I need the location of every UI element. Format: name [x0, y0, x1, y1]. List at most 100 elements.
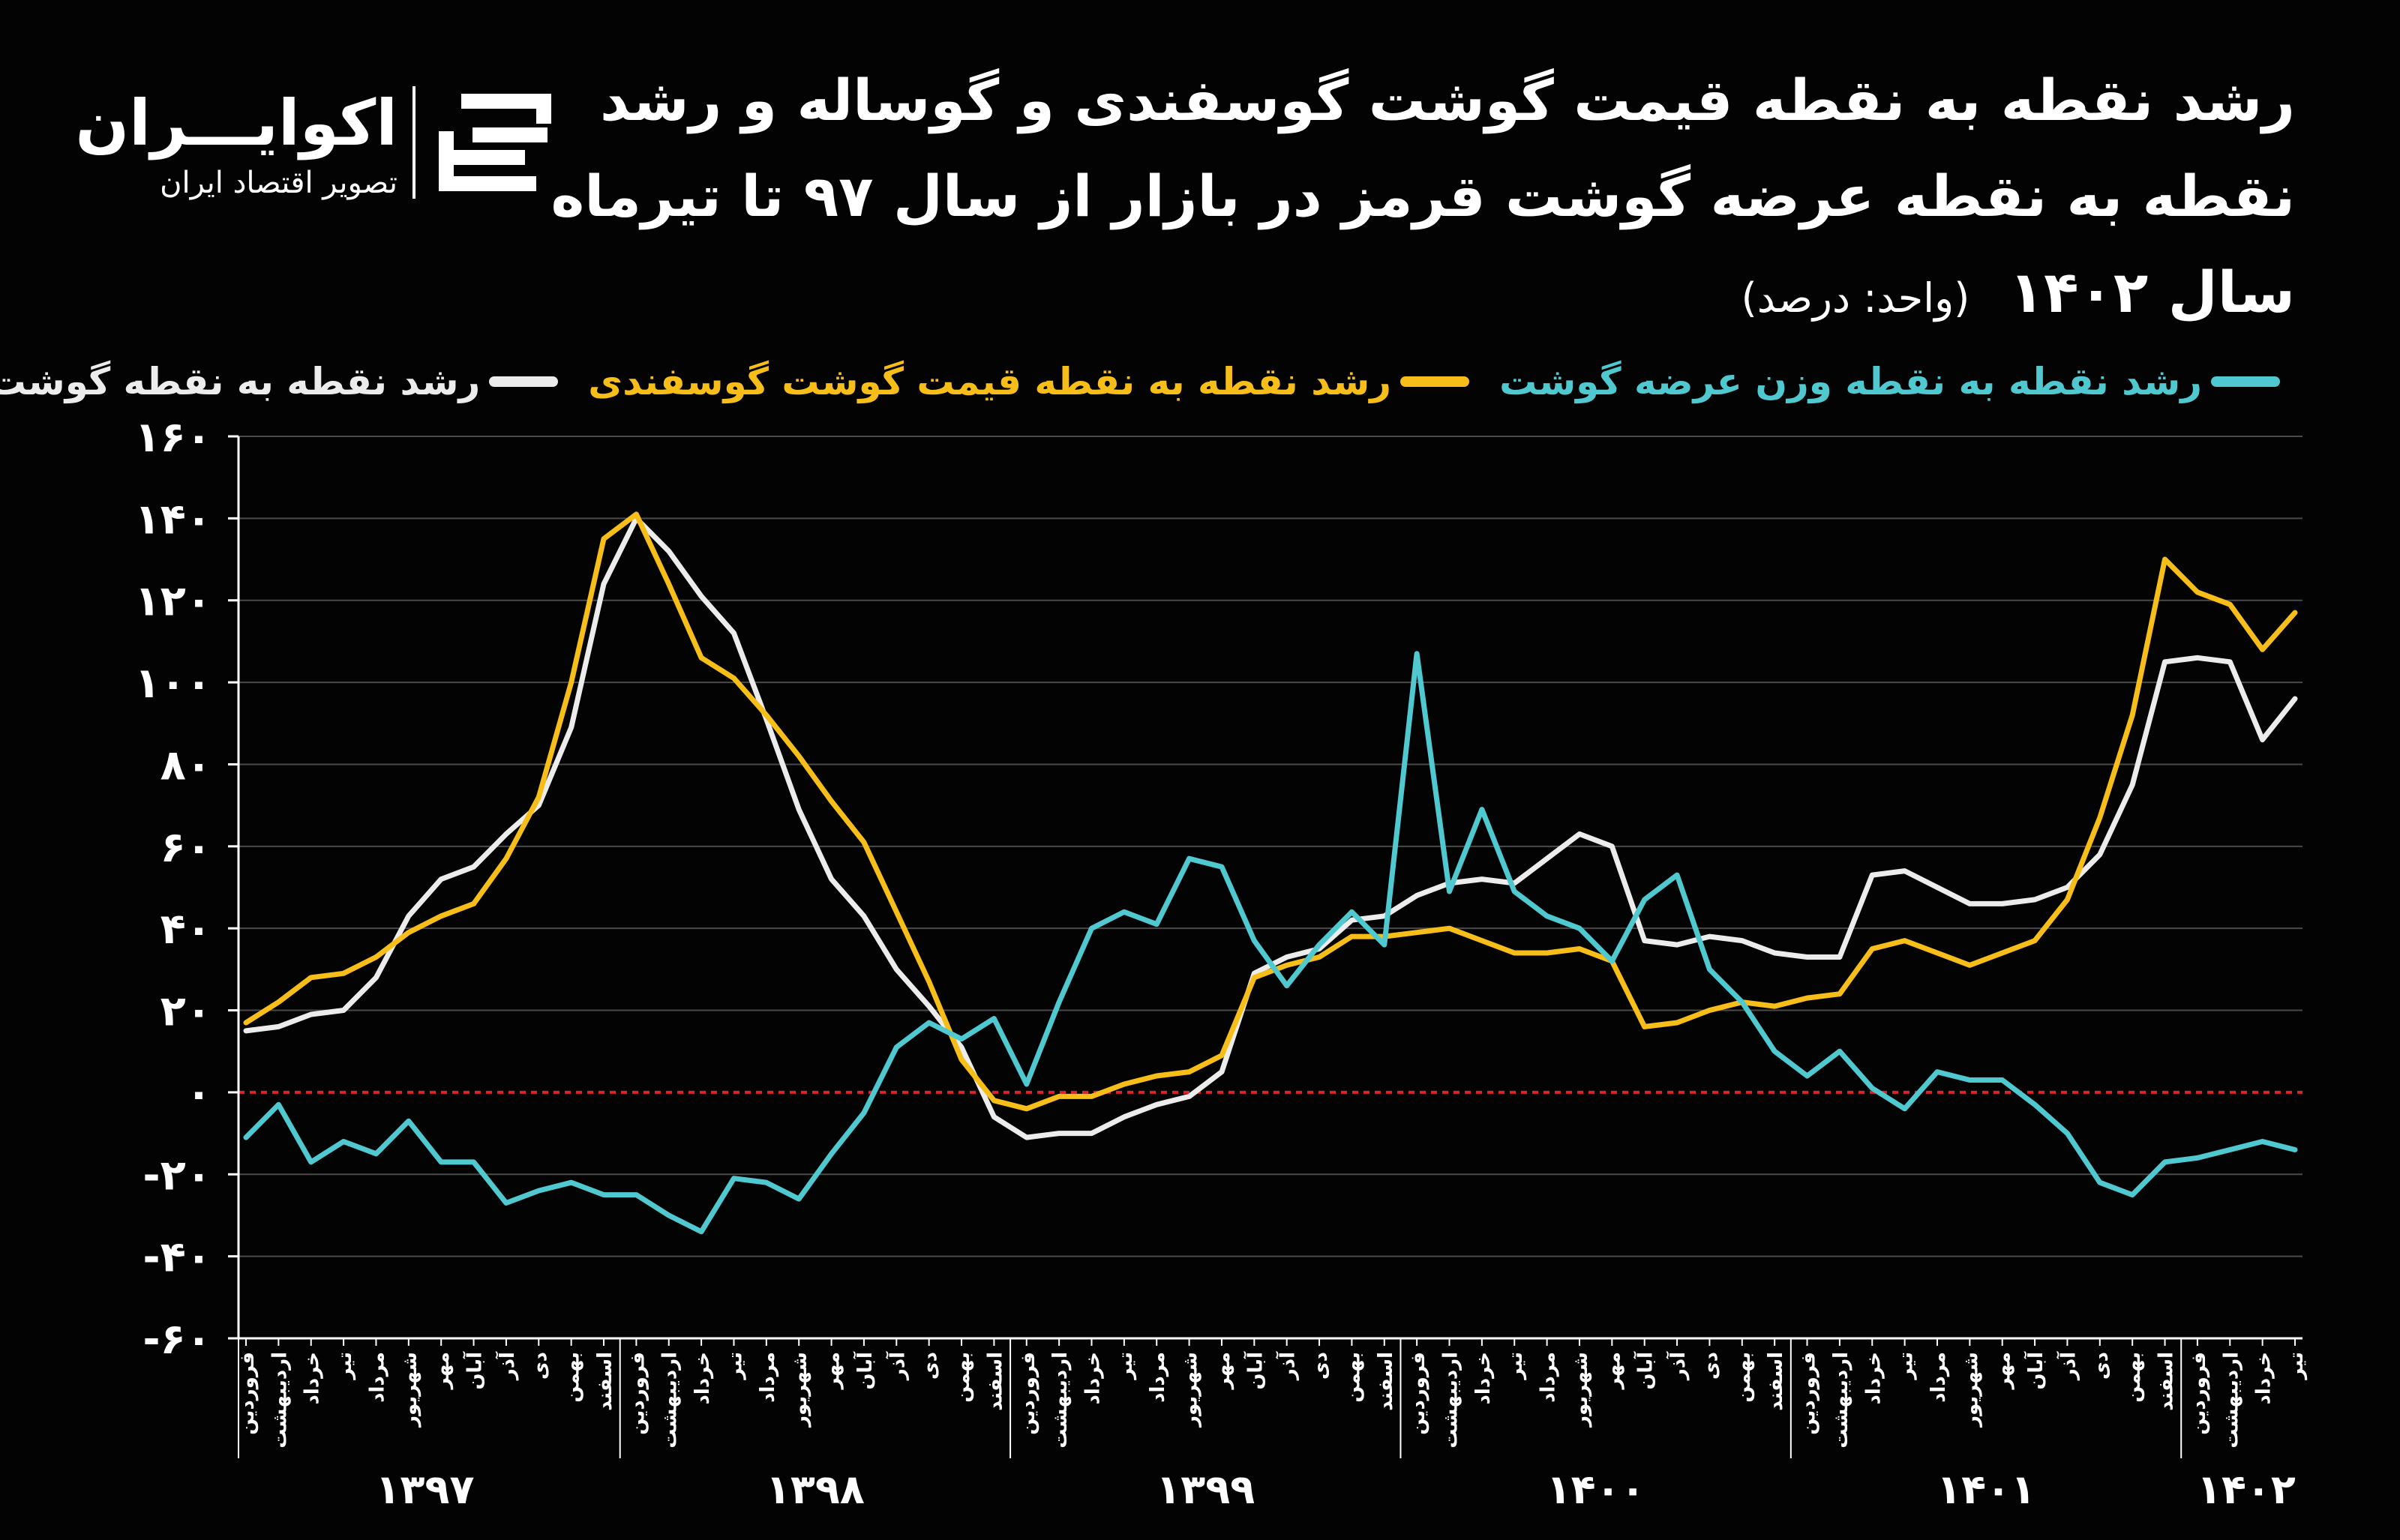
y-tick-label: -۴۰	[142, 1233, 212, 1282]
logo-divider	[412, 86, 416, 199]
logo-subtitle: تصویر اقتصاد ایران	[160, 166, 398, 200]
chart-title: رشد نقطه به نقطه قیمت گوشت گوسفندی و گوس…	[550, 52, 2295, 346]
x-tick-label: فروردین	[236, 1352, 259, 1435]
y-tick-label: ۴۰	[160, 905, 212, 954]
x-tick-label: آبان	[1243, 1351, 1267, 1390]
year-label: ۱۴۰۱	[1936, 1466, 2036, 1513]
x-tick-label: مهر	[1212, 1352, 1234, 1390]
x-tick-label: اردیبهشت	[659, 1352, 682, 1449]
y-tick-label: ۱۴۰	[134, 495, 212, 544]
year-label: ۱۴۰۲	[2197, 1466, 2296, 1513]
x-tick-label: آذر	[1666, 1351, 1690, 1381]
x-tick-label: مرداد	[1147, 1352, 1169, 1403]
x-tick-label: فروردین	[1798, 1352, 1820, 1435]
x-tick-label: مرداد	[757, 1352, 779, 1403]
x-tick-label: اردیبهشت	[1440, 1352, 1462, 1449]
title-line-3: سال ۱۴۰۲ (واحد: درصد)	[645, 244, 2295, 346]
legend-label-supply: رشد نقطه به نقطه وزن عرضه گوشت	[1499, 360, 2202, 403]
x-tick-label: مرداد	[1538, 1352, 1560, 1403]
year-label: ۱۴۰۰	[1546, 1466, 1646, 1513]
x-tick-label: خرداد	[302, 1352, 324, 1405]
x-tick-label: اسفند	[984, 1352, 1006, 1411]
x-tick-label: بهمن	[562, 1352, 584, 1403]
legend-label-lamb: رشد نقطه به نقطه قیمت گوشت گوسفندی	[588, 360, 1392, 403]
x-tick-label: اسفند	[1765, 1352, 1787, 1411]
x-tick-label: خرداد	[1082, 1352, 1104, 1405]
series-lines	[243, 511, 2298, 1235]
legend-label-beef: رشد نقطه به نقطه گوشت گاو	[0, 360, 481, 403]
x-tick-label: تیر	[2285, 1352, 2308, 1381]
x-tick-label: بهمن	[1342, 1352, 1364, 1403]
x-tick-label: تیر	[1895, 1352, 1918, 1381]
y-tick-label: ۶۰	[160, 823, 212, 872]
x-tick-label: آذر	[885, 1351, 909, 1381]
y-tick-label: ۰	[186, 1069, 212, 1118]
x-tick-label: آبان	[1634, 1351, 1658, 1390]
title-line-1: رشد نقطه به نقطه قیمت گوشت گوسفندی و گوس…	[599, 67, 2295, 133]
unit-label: (واحد: درصد)	[1741, 274, 1970, 322]
x-tick-label: مهر	[822, 1352, 844, 1390]
x-tick-label: آبان	[2024, 1351, 2048, 1390]
y-tick-label: ۱۶۰	[134, 413, 212, 462]
legend-item-beef: رشد نقطه به نقطه گوشت گاو	[0, 360, 559, 403]
x-tick-label: آبان	[853, 1351, 877, 1390]
brand-logo: اکوایـــران تصویر اقتصاد ایران	[75, 71, 578, 214]
x-tick-label: اردیبهشت	[1049, 1352, 1072, 1449]
x-tick-label: دی	[920, 1352, 942, 1380]
x-tick-label: خرداد	[2253, 1352, 2276, 1405]
x-tick-label: بهمن	[952, 1352, 974, 1403]
x-tick-label: شهریور	[1570, 1352, 1592, 1428]
x-tick-label: فروردین	[1407, 1352, 1430, 1435]
x-tick-label: اسفند	[594, 1352, 616, 1411]
year-label: ۱۳۹۸	[766, 1466, 865, 1513]
x-tick-label: تیر	[334, 1352, 356, 1381]
grid-lines	[238, 436, 2302, 1339]
x-tick-label: آبان	[463, 1351, 487, 1390]
x-tick-label: فروردین	[626, 1352, 649, 1435]
year-label: ۱۳۹۹	[1156, 1466, 1255, 1513]
x-axis-year-labels: ۱۳۹۷ ۱۳۹۸ ۱۳۹۹ ۱۴۰۰ ۱۴۰۱ ۱۴۰۲	[238, 1338, 2296, 1513]
x-tick-label: تیر	[724, 1352, 746, 1381]
x-tick-label: مرداد	[1928, 1352, 1950, 1403]
x-tick-label: آذر	[495, 1351, 519, 1381]
x-tick-label: اردیبهشت	[1830, 1352, 1852, 1449]
x-tick-label: آذر	[1276, 1351, 1300, 1381]
x-tick-label: اسفند	[1375, 1352, 1397, 1411]
series-line-lamb	[243, 511, 2298, 1112]
title-year: سال ۱۴۰۲	[2008, 259, 2295, 325]
x-tick-label: مهر	[1993, 1352, 2015, 1390]
x-tick-label: فروردین	[2188, 1352, 2210, 1435]
x-tick-label: فروردین	[1017, 1352, 1040, 1435]
title-line-2: نقطه به نقطه عرضه گوشت قرمز در بازار از …	[550, 163, 2295, 229]
legend-item-lamb: رشد نقطه به نقطه قیمت گوشت گوسفندی	[588, 360, 1470, 403]
logo-mark-icon	[439, 94, 551, 191]
x-tick-label: شهریور	[1960, 1352, 1982, 1428]
x-tick-label: اردیبهشت	[2220, 1352, 2242, 1449]
x-tick-label: دی	[2090, 1352, 2113, 1380]
x-tick-label: آذر	[2056, 1351, 2080, 1381]
x-tick-label: اردیبهشت	[268, 1352, 291, 1449]
x-tick-label: مهر	[431, 1352, 454, 1390]
x-tick-label: دی	[1700, 1352, 1722, 1380]
legend-item-supply: رشد نقطه به نقطه وزن عرضه گوشت	[1499, 360, 2280, 403]
x-tick-label: اسفند	[2156, 1352, 2178, 1411]
legend-swatch-supply	[2211, 376, 2280, 387]
x-tick-label: شهریور	[1180, 1352, 1202, 1428]
x-tick-label: بهمن	[2122, 1352, 2145, 1403]
y-tick-label: ۲۰	[160, 987, 212, 1036]
series-line-beef	[243, 515, 2298, 1140]
x-axis-month-ticks: فروردین اردیبهشت خرداد تیر مرداد شهریور مهر آبا…	[236, 1338, 2308, 1449]
x-tick-label: بهمن	[1732, 1352, 1755, 1403]
legend-swatch-lamb	[1400, 376, 1470, 387]
x-tick-label: شهریور	[789, 1352, 812, 1428]
chart-legend: رشد نقطه به نقطه وزن عرضه گوشت رشد نقطه …	[0, 360, 2280, 403]
x-tick-label: خرداد	[692, 1352, 714, 1405]
logo-name: اکوایـــران	[75, 86, 398, 160]
x-tick-label: تیر	[1114, 1352, 1137, 1381]
x-tick-label: مرداد	[366, 1352, 388, 1403]
y-tick-label: -۲۰	[142, 1151, 212, 1200]
x-tick-label: دی	[529, 1352, 551, 1380]
x-tick-label: دی	[1310, 1352, 1332, 1380]
year-label: ۱۳۹۷	[376, 1466, 475, 1513]
